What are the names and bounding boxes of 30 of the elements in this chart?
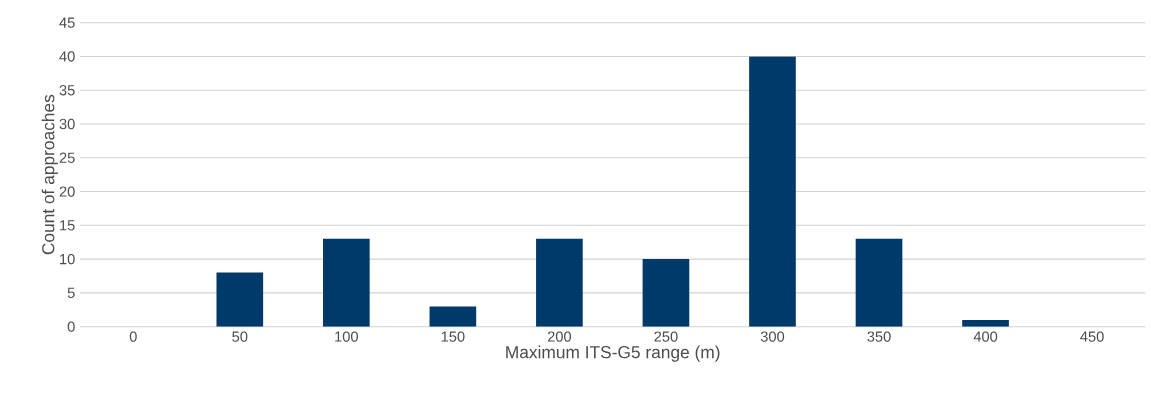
y-tick-label: 15	[60, 220, 75, 231]
x-tick-label: 300	[760, 331, 785, 342]
x-tick-label: 150	[441, 331, 465, 342]
x-tick-label: 200	[547, 331, 572, 342]
x-tick-label: 100	[335, 331, 358, 342]
y-tick-label: 25	[59, 152, 75, 163]
bar	[962, 319, 1009, 327]
y-tick-label: 10	[60, 253, 75, 265]
bar	[429, 306, 477, 327]
x-tick-label: 0	[129, 331, 137, 342]
bar	[855, 238, 903, 327]
x-axis-title: Maximum ITS-G5 range (m)	[506, 345, 720, 362]
x-tick-label: 250	[654, 331, 678, 342]
y-tick-label: 30	[59, 118, 75, 130]
x-tick-label: 400	[973, 331, 998, 342]
y-tick-label: 35	[59, 85, 75, 96]
y-tick-label: 5	[67, 287, 75, 299]
bar	[642, 259, 690, 327]
x-tick-label: 450	[1080, 331, 1104, 342]
x-tick-label: 350	[867, 331, 891, 342]
bar	[323, 238, 370, 327]
y-axis-title: Count of approaches	[41, 94, 58, 255]
y-tick-label: 0	[67, 321, 75, 332]
x-tick-label: 50	[232, 331, 248, 342]
bar	[216, 272, 264, 327]
y-tick-label: 40	[59, 51, 75, 62]
bar	[536, 238, 583, 327]
y-tick-label: 20	[59, 186, 75, 197]
y-tick-label: 45	[59, 17, 75, 28]
bar	[749, 56, 796, 327]
